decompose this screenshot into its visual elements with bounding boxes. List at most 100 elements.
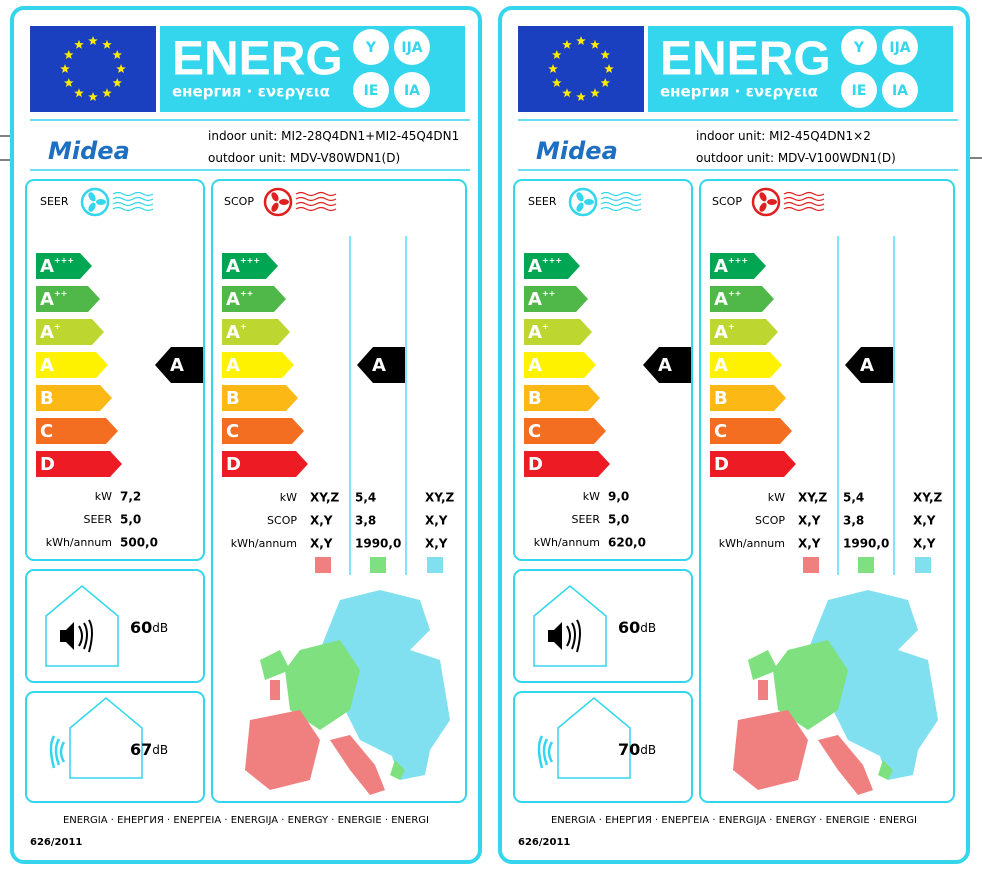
outdoor-model: MDV-V100WDN1(D) (778, 151, 896, 165)
rating-label: A (860, 355, 874, 376)
eu-star (112, 50, 122, 59)
wave (112, 206, 154, 212)
lang-label: IE (852, 83, 867, 99)
scop-row-value: X,Y (913, 514, 936, 528)
map-region (260, 650, 290, 680)
house-icon (69, 697, 143, 779)
class-arrow (524, 385, 600, 411)
indoor-model: MI2-28Q4DN1+MI2-45Q4DN1 (281, 129, 459, 143)
wave (600, 196, 642, 202)
eu-star (600, 50, 610, 59)
eu-star (102, 39, 112, 49)
sound-wave (78, 625, 83, 647)
eu-star (102, 88, 112, 98)
class-sup: ++ (542, 289, 555, 298)
class-letter: B (40, 388, 54, 409)
eu-star (576, 36, 586, 45)
map-region (878, 760, 893, 780)
wave (295, 191, 337, 197)
class-letter: D (714, 454, 729, 475)
wave (600, 206, 642, 212)
eu-star (88, 92, 98, 101)
regulation: 626/2011 (30, 837, 82, 848)
seer-row-value: 5,0 (120, 513, 141, 527)
eu-star (590, 88, 600, 98)
climate-swatch (858, 557, 874, 573)
scop-row-value: 5,4 (843, 491, 864, 505)
class-letter: A (226, 289, 240, 310)
class-label: A (226, 355, 240, 376)
class-sup: ++ (728, 289, 741, 298)
class-letter: A (528, 322, 542, 343)
wave (783, 201, 825, 207)
class-arrow (710, 352, 782, 378)
eu-star (60, 64, 70, 73)
sound-wave (83, 622, 88, 650)
class-arrow (222, 451, 308, 477)
class-arrow (222, 418, 304, 444)
fan-blade (584, 199, 594, 205)
indoor-unit: indoor unit: MI2-28Q4DN1+MI2-45Q4DN1 (208, 129, 459, 143)
class-sup: + (54, 322, 61, 331)
class-label: A+ (714, 322, 735, 344)
noise-indoor-panel (513, 569, 693, 683)
noise-indoor-panel (25, 569, 205, 683)
class-label: C (226, 421, 239, 442)
class-letter: A (40, 355, 54, 376)
class-letter: D (40, 454, 55, 475)
class-label: D (528, 454, 543, 475)
scop-row-label: kW (280, 491, 297, 504)
eu-star (112, 78, 122, 87)
class-label: B (714, 388, 728, 409)
scop-row-label: kWh/annum (231, 537, 297, 550)
sound-wave (537, 735, 544, 769)
fan-blade (576, 202, 584, 212)
seer-title: SEER (528, 195, 557, 208)
outdoor-unit: outdoor unit: MDV-V80WDN1(D) (208, 151, 400, 165)
house-icon (533, 585, 607, 667)
seer-row-value: 9,0 (608, 490, 629, 504)
class-arrow (524, 319, 592, 345)
class-label: C (714, 421, 727, 442)
wave (112, 201, 154, 207)
map-region (818, 735, 873, 795)
scop-row-value: X,Y (310, 514, 333, 528)
scop-title: SCOP (712, 195, 742, 208)
rating-label: A (170, 355, 184, 376)
class-sup: +++ (240, 256, 260, 265)
eu-star (562, 39, 572, 49)
seer-row-label: kW (95, 490, 112, 503)
class-letter: C (528, 421, 541, 442)
class-label: D (40, 454, 55, 475)
noise-outdoor: 70dB (618, 740, 656, 759)
seer-row-label: SEER (83, 513, 112, 526)
class-label: B (528, 388, 542, 409)
map-region (270, 680, 280, 700)
scop-row-value: 1990,0 (843, 537, 889, 551)
map-region (390, 760, 405, 780)
header-energ: ENERG (660, 33, 831, 86)
scop-row-value: 3,8 (355, 514, 376, 528)
scop-row-value: X,Y (798, 537, 821, 551)
class-letter: C (40, 421, 53, 442)
outdoor-label: outdoor unit: (696, 151, 774, 165)
scop-row-value: X,Y (310, 537, 333, 551)
seer-row-label: kWh/annum (534, 536, 600, 549)
class-letter: A (528, 355, 542, 376)
eu-star (548, 64, 558, 73)
class-arrow (710, 253, 766, 279)
class-letter: C (226, 421, 239, 442)
wave (112, 196, 154, 202)
class-label: B (226, 388, 240, 409)
lang-circle (882, 29, 918, 65)
class-label: A+ (528, 322, 549, 344)
outdoor-model: MDV-V80WDN1(D) (290, 151, 400, 165)
indoor-label: indoor unit: (208, 129, 277, 143)
scop-row-value: X,Y (798, 514, 821, 528)
lang-label: IA (892, 83, 908, 99)
footer-languages: ENERGIA · ЕНЕРГИЯ · ΕΝΕΡΓΕΙΑ · ENERGIJA … (551, 815, 917, 826)
seer-row-value: 5,0 (608, 513, 629, 527)
class-arrow (710, 286, 774, 312)
class-label: A+ (40, 322, 61, 344)
wave (600, 201, 642, 207)
